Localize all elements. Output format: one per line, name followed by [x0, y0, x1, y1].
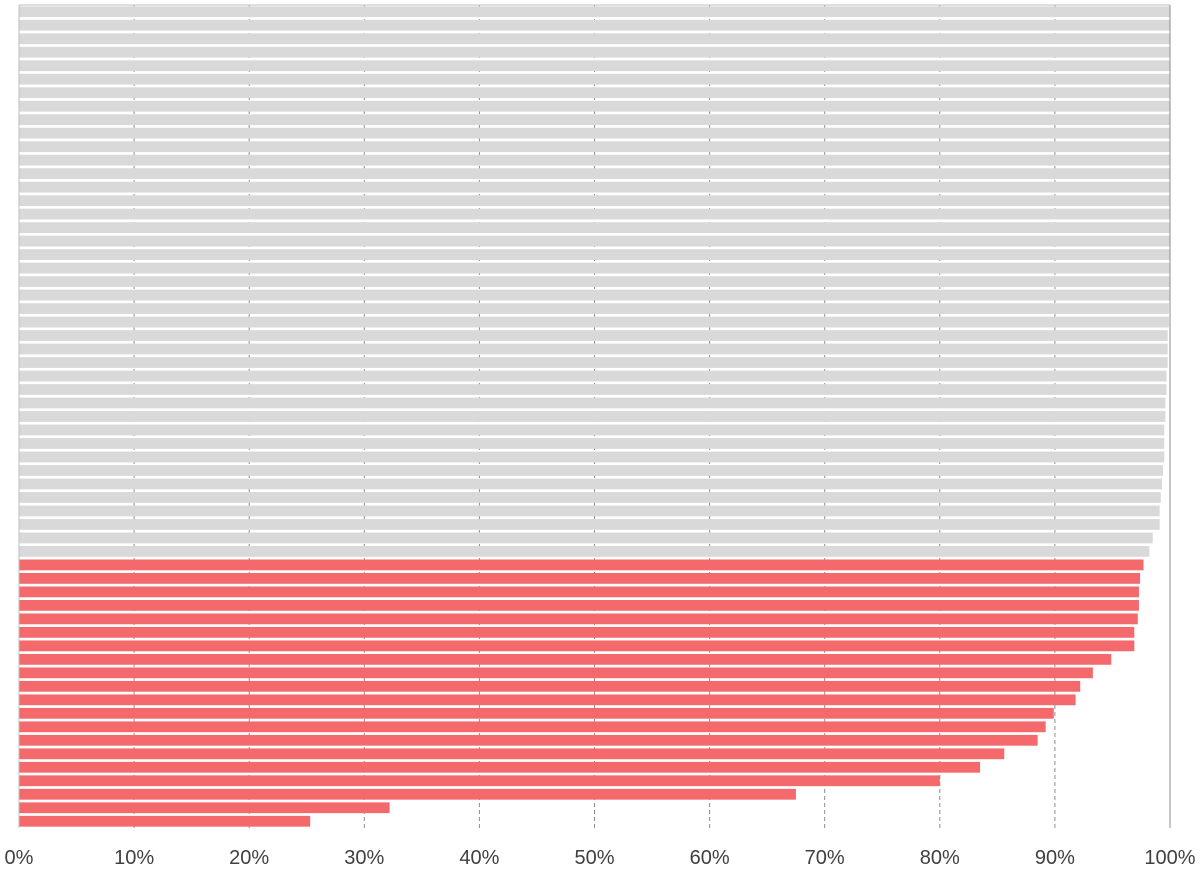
bar	[19, 330, 1168, 341]
bar	[19, 478, 1162, 490]
bar	[19, 424, 1165, 436]
bar	[19, 492, 1161, 503]
bar	[19, 73, 1170, 85]
bar	[19, 546, 1150, 557]
bar	[19, 505, 1160, 517]
bar	[19, 573, 1141, 584]
bar	[19, 235, 1170, 247]
bar	[19, 707, 1054, 719]
bar	[19, 532, 1153, 544]
bar	[19, 586, 1139, 598]
bar	[19, 411, 1166, 422]
bar	[19, 208, 1170, 220]
bar	[19, 127, 1170, 139]
bar	[19, 6, 1170, 18]
bar	[19, 626, 1135, 638]
bar	[19, 384, 1167, 395]
x-tick-label: 20%	[229, 847, 269, 869]
bar	[19, 262, 1170, 274]
bar	[19, 397, 1166, 409]
bar	[19, 761, 981, 773]
bar	[19, 653, 1112, 665]
bar	[19, 748, 1005, 760]
bar	[19, 599, 1139, 611]
bar	[19, 195, 1170, 207]
bar	[19, 114, 1170, 126]
bar	[19, 249, 1170, 260]
bar	[19, 802, 390, 814]
bar	[19, 815, 311, 827]
x-tick-labels: 0% 10% 20% 30% 40% 50% 60% 70% 80% 90% 100%	[5, 847, 1196, 869]
x-tick-label: 80%	[920, 847, 960, 869]
bar	[19, 168, 1170, 180]
bar	[19, 370, 1167, 382]
bar	[19, 181, 1170, 193]
x-tick-label: 90%	[1035, 847, 1075, 869]
bar	[19, 141, 1170, 153]
bar	[19, 100, 1170, 112]
bars	[19, 6, 1170, 827]
bar	[19, 316, 1169, 328]
x-tick-label: 40%	[459, 847, 499, 869]
x-tick-label: 50%	[574, 847, 614, 869]
x-tick-label: 70%	[805, 847, 845, 869]
bar	[19, 357, 1168, 368]
bar	[19, 451, 1165, 463]
bar	[19, 788, 796, 800]
bar	[19, 303, 1169, 314]
bar	[19, 276, 1170, 287]
x-tick-label: 0%	[5, 847, 34, 869]
bar	[19, 667, 1093, 679]
bar	[19, 465, 1164, 476]
x-tick-label: 30%	[344, 847, 384, 869]
bar	[19, 680, 1081, 692]
bar	[19, 613, 1138, 625]
bar	[19, 640, 1135, 652]
bar	[19, 559, 1144, 571]
bar	[19, 721, 1046, 733]
bar	[19, 734, 1038, 746]
bar	[19, 694, 1076, 706]
bar	[19, 222, 1170, 234]
x-tick-label: 10%	[114, 847, 154, 869]
axes	[18, 4, 1171, 828]
bar	[19, 775, 940, 787]
bar	[19, 87, 1170, 99]
x-tick-label: 100%	[1144, 847, 1195, 869]
x-tick-label: 60%	[690, 847, 730, 869]
bar	[19, 154, 1170, 166]
bar	[19, 289, 1170, 301]
bar	[19, 60, 1170, 72]
bar	[19, 33, 1170, 45]
bar	[19, 19, 1170, 31]
bar	[19, 343, 1168, 355]
bar	[19, 46, 1170, 58]
bar	[19, 519, 1160, 530]
bar	[19, 438, 1165, 449]
